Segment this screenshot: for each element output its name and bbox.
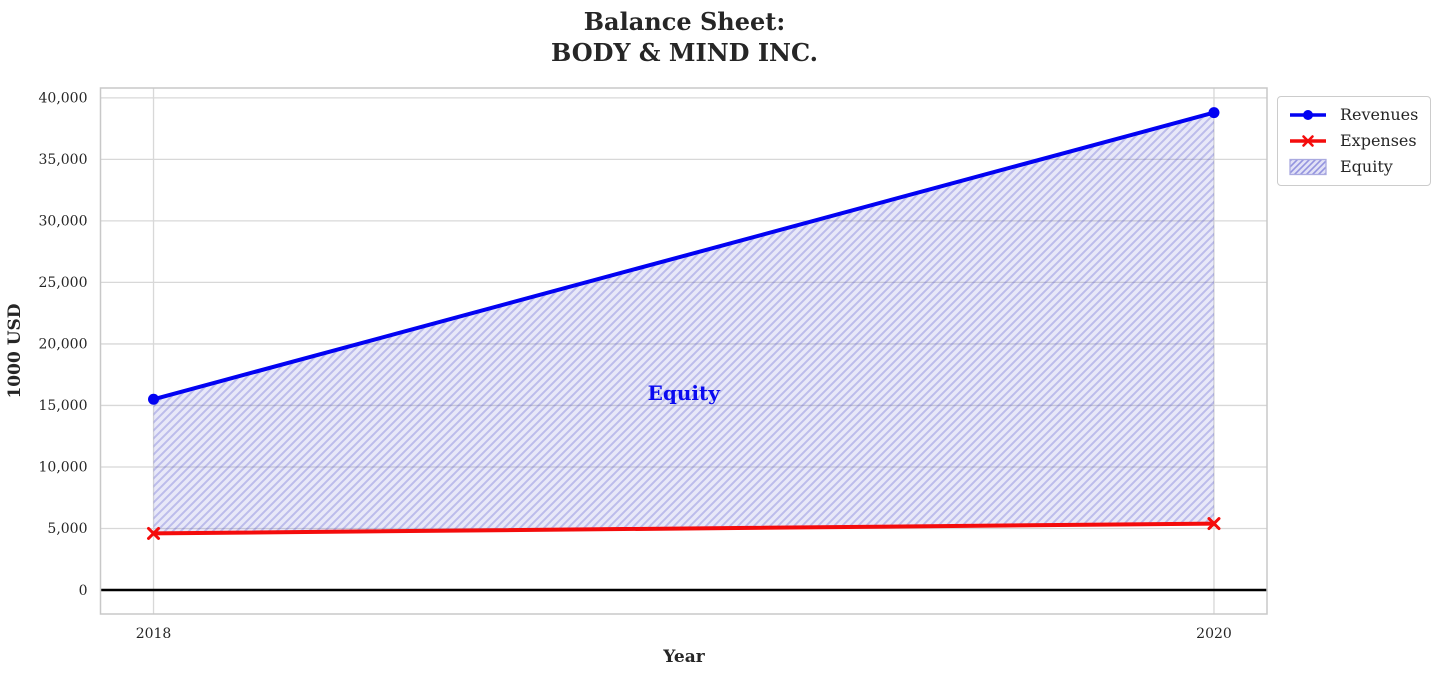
- hatch-patch-swatch-icon: [1289, 158, 1327, 175]
- x-tick-label: 2020: [1196, 626, 1232, 642]
- expenses-series: [147, 517, 1221, 540]
- line-circle-swatch-icon: [1290, 109, 1326, 120]
- revenues-series: [148, 107, 1220, 405]
- y-tick-label: 15,000: [39, 398, 88, 414]
- equity-fill-area: [153, 112, 1214, 534]
- y-tick-label: 10,000: [39, 460, 88, 476]
- line-x-swatch-icon: [1290, 134, 1326, 147]
- expenses-marker: [1207, 517, 1221, 531]
- y-tick-label: 5,000: [47, 521, 87, 537]
- expenses-marker: [147, 526, 161, 540]
- revenues-marker: [1208, 107, 1220, 119]
- legend-item-equity: Equity: [1287, 157, 1418, 176]
- legend-label: Expenses: [1340, 131, 1417, 150]
- y-tick-label: 20,000: [39, 337, 88, 353]
- y-tick-label: 25,000: [39, 275, 88, 291]
- legend-label: Equity: [1340, 157, 1393, 176]
- y-tick-label: 35,000: [39, 152, 88, 168]
- equity-annotation: Equity: [648, 381, 722, 405]
- revenues-marker: [148, 393, 160, 405]
- legend-label: Revenues: [1340, 105, 1419, 124]
- y-tick-label: 0: [79, 583, 88, 599]
- revenues-line: [151, 110, 1216, 402]
- chart-title: Balance Sheet: BODY & MIND INC.: [550, 7, 819, 67]
- legend: Revenues Expenses Equity: [1277, 96, 1432, 186]
- y-tick-label: 40,000: [39, 91, 88, 107]
- legend-item-revenues: Revenues: [1287, 105, 1418, 124]
- legend-item-expenses: Expenses: [1287, 131, 1418, 150]
- plot-area: Equity 0 5,000 10,000 15,000 20,000 25,000 30,0…: [39, 87, 1268, 642]
- plot-border: [99, 87, 1268, 615]
- expenses-line: [151, 521, 1216, 536]
- x-tick-label: 2018: [136, 626, 172, 642]
- tick-labels: 0 5,000 10,000 15,000 20,000 25,000 30,000 35,0…: [39, 91, 1232, 642]
- x-axis-label: Year: [662, 647, 705, 667]
- y-tick-label: 30,000: [39, 214, 88, 230]
- y-axis-label: 1000 USD: [5, 303, 25, 398]
